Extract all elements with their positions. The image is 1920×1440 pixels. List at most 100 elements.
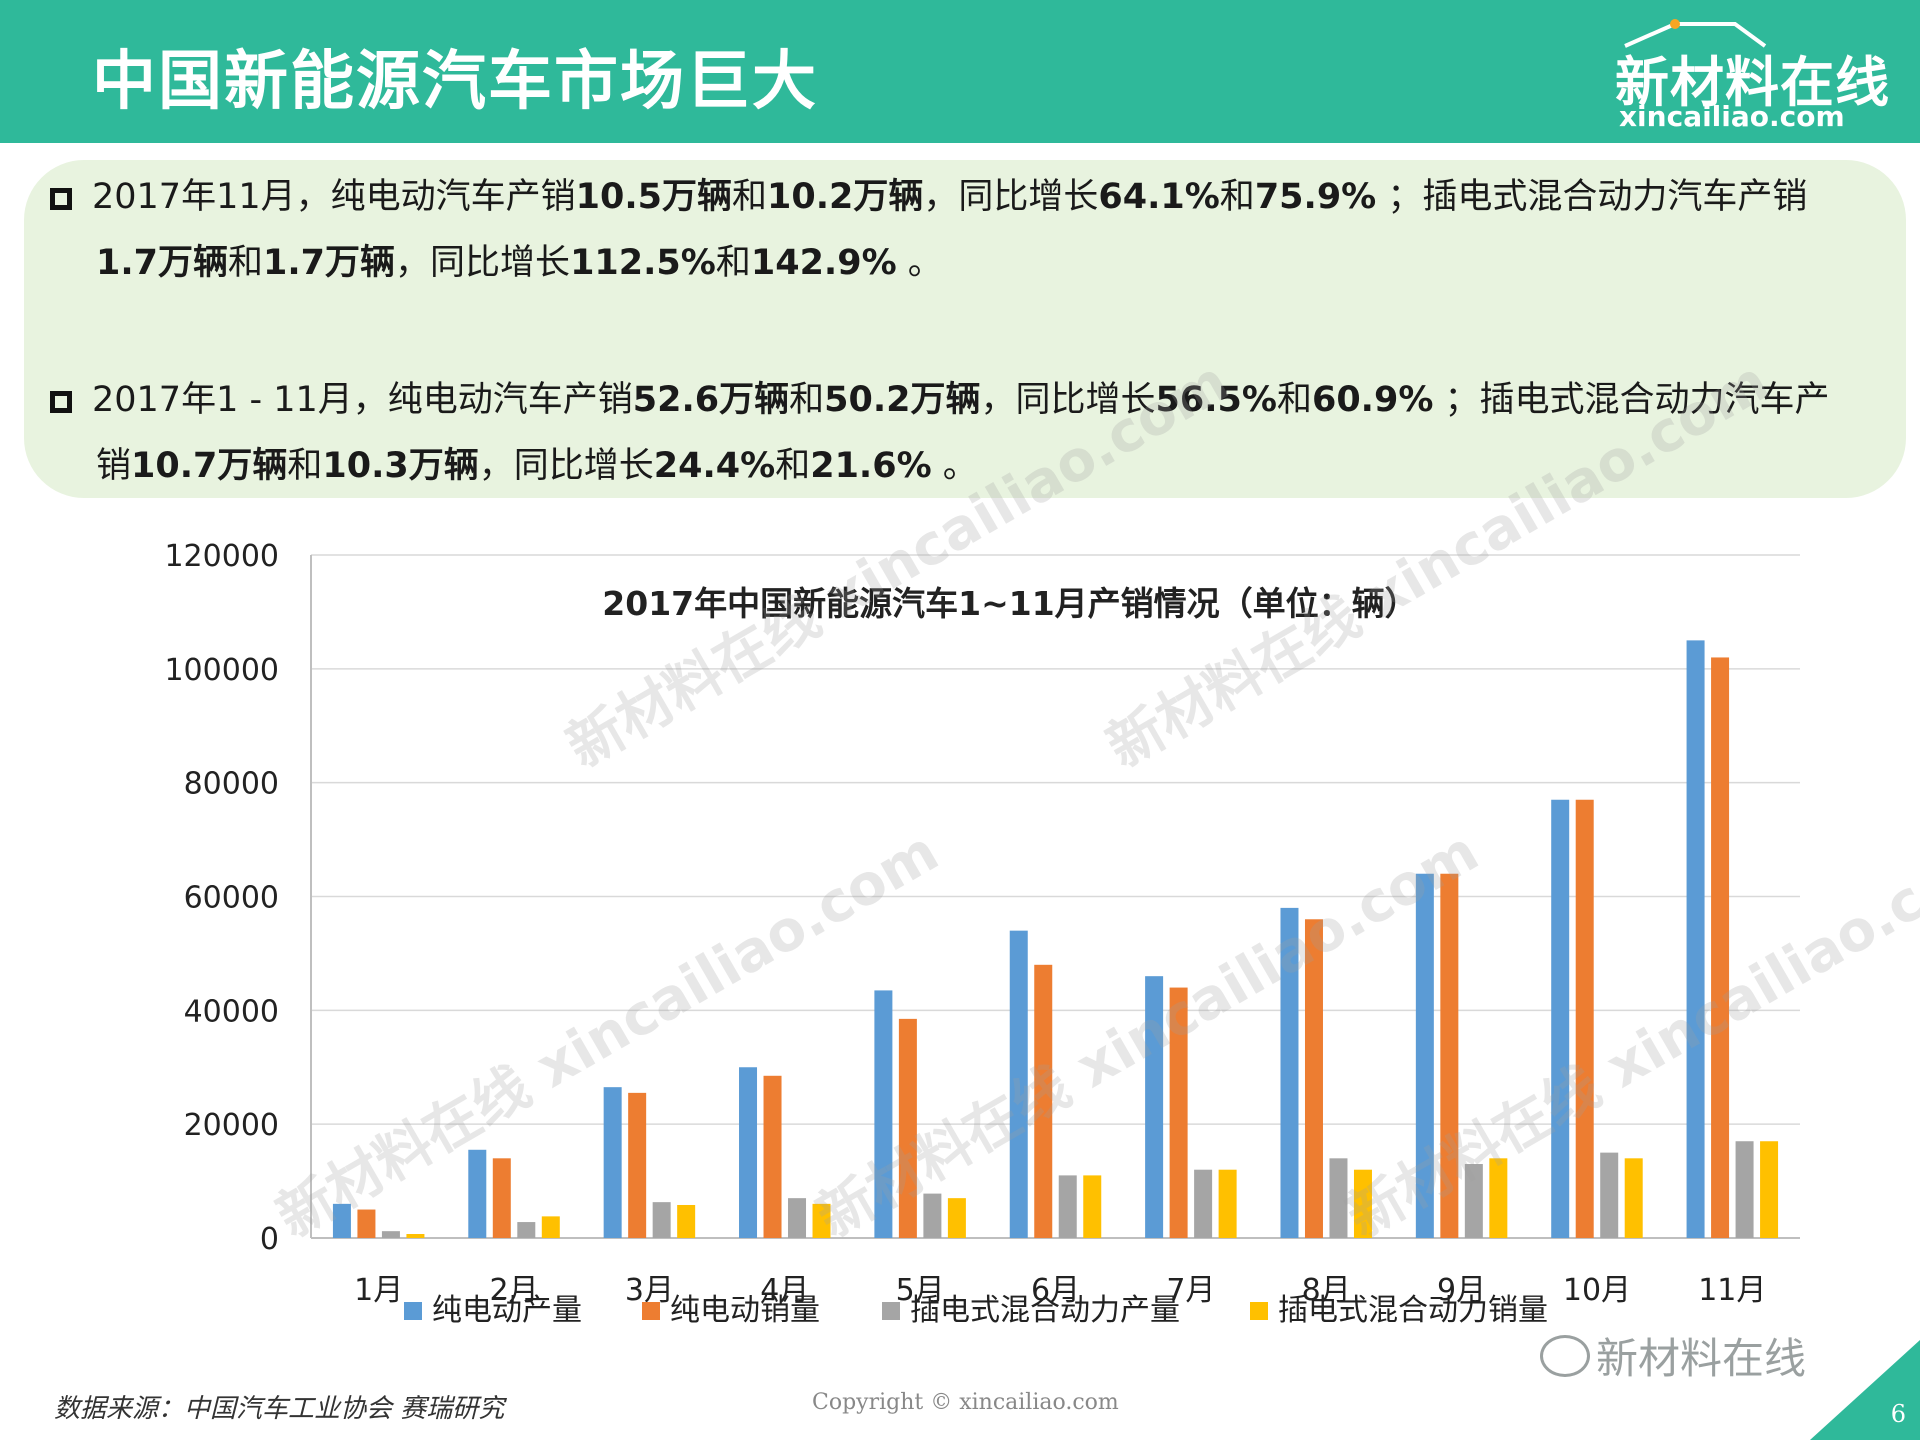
bar <box>1353 1169 1372 1238</box>
bullet-text-segment: 64.1% <box>1098 177 1220 217</box>
bullet-text-segment: 52.6万辆 <box>632 380 790 420</box>
x-tick-label: 4月 <box>760 1273 809 1308</box>
bar <box>1575 799 1594 1238</box>
bar <box>788 1198 807 1238</box>
x-tick-label: 9月 <box>1437 1273 1486 1308</box>
y-tick-label: 40000 <box>184 994 279 1029</box>
bullet-continuation: 1.7万辆和1.7万辆，同比增长112.5%和142.9% 。 <box>50 230 1900 296</box>
bar <box>763 1075 782 1238</box>
bar <box>1194 1169 1213 1238</box>
bullet-text-segment: ，同比增长 <box>980 380 1156 420</box>
bars <box>332 640 1779 1238</box>
bullet-text-segment: 销 <box>96 446 132 486</box>
bar <box>739 1067 758 1238</box>
bullet-line: 2017年11月，纯电动汽车产销10.5万辆和10.2万辆，同比增长64.1%和… <box>92 177 1807 217</box>
logo-text-en: xincailiao.com <box>1619 100 1845 133</box>
y-tick-label: 100000 <box>164 653 279 688</box>
bullet-text-segment: 10.5万辆 <box>575 177 732 217</box>
bullet-text-segment: 60.9% <box>1311 380 1434 420</box>
page-number: 6 <box>1890 1400 1906 1428</box>
bar <box>603 1087 622 1238</box>
bar <box>652 1202 671 1238</box>
y-axis-ticks: 0 20000 40000 60000 80000 100000 120000 <box>164 539 279 1257</box>
y-tick-label: 120000 <box>164 539 279 574</box>
bullet-text-segment: 和 <box>1276 380 1312 420</box>
bar <box>492 1158 511 1238</box>
bullet-text-segment: 1.7万辆 <box>263 243 396 283</box>
square-bullet-icon <box>50 188 72 210</box>
bullet-text-segment: 21.6% <box>810 446 932 486</box>
bar <box>1415 873 1434 1238</box>
bar <box>1058 1175 1077 1238</box>
bullet-text-segment: 和 <box>228 243 264 283</box>
bar <box>517 1222 536 1238</box>
legend-swatch <box>642 1302 660 1320</box>
bar <box>381 1231 400 1238</box>
bar <box>812 1203 831 1238</box>
bullet-text-segment: 和 <box>715 243 751 283</box>
bullet-text-segment: 1.7万辆 <box>96 243 229 283</box>
brand-logo: 新材料在线 xincailiao.com <box>1615 18 1889 133</box>
legend-swatch <box>882 1302 900 1320</box>
bar <box>468 1149 487 1238</box>
bar <box>541 1216 560 1238</box>
x-tick-label: 2月 <box>489 1273 538 1308</box>
bar <box>1218 1169 1237 1238</box>
y-tick-label: 0 <box>260 1222 279 1257</box>
bullet-text-segment: 和 <box>1219 177 1255 217</box>
bar <box>1009 930 1028 1238</box>
bullet-text-segment: 75.9% <box>1254 177 1377 217</box>
bar <box>1464 1164 1483 1238</box>
bullet-text-segment: 10.3万辆 <box>322 446 479 486</box>
bullet-point-1: 2017年11月，纯电动汽车产销10.5万辆和10.2万辆，同比增长64.1%和… <box>50 164 1900 296</box>
bullet-text-segment: 10.7万辆 <box>131 446 288 486</box>
page-title: 中国新能源汽车市场巨大 <box>92 45 818 119</box>
bullet-text-segment: 。 <box>931 446 978 486</box>
bar <box>1711 657 1730 1238</box>
header-bar: 中国新能源汽车市场巨大 新材料在线 xincailiao.com <box>0 0 1920 147</box>
bullet-text-segment: 和 <box>731 177 767 217</box>
bar <box>1280 907 1299 1238</box>
bar <box>1735 1141 1754 1238</box>
bar <box>1440 873 1459 1238</box>
bar <box>1145 976 1164 1238</box>
wechat-icon <box>1540 1335 1590 1377</box>
x-axis-ticks: 1月 2月 3月 4月 5月 6月 7月 8月 9月 10月 11月 <box>354 1273 1766 1308</box>
bullet-text-segment: 50.2万辆 <box>824 380 981 420</box>
legend-label: 纯电动销量 <box>670 1293 820 1328</box>
bullet-text-segment: ，同比增长 <box>395 243 571 283</box>
y-tick-label: 20000 <box>184 1108 279 1143</box>
bar <box>947 1198 966 1238</box>
bullet-continuation: 销10.7万辆和10.3万辆，同比增长24.4%和21.6% 。 <box>50 433 1900 499</box>
y-tick-label: 80000 <box>184 767 279 802</box>
bar <box>923 1193 942 1238</box>
square-bullet-icon <box>50 391 72 413</box>
bullet-text-segment: 10.2万辆 <box>766 177 924 217</box>
bullet-text-segment: 56.5% <box>1155 380 1277 420</box>
bullet-text-segment: 112.5% <box>570 243 716 283</box>
bar <box>628 1092 647 1238</box>
bar <box>1083 1175 1102 1238</box>
chart-title: 2017年中国新能源汽车1~11月产销情况（单位：辆） <box>602 584 1417 623</box>
x-tick-label: 11月 <box>1698 1273 1766 1308</box>
bullet-text-segment: 和 <box>287 446 323 486</box>
legend-swatch <box>404 1302 422 1320</box>
bullet-text-segment: 2017年1 - 11月，纯电动汽车产销 <box>92 380 633 420</box>
bullet-point-2: 2017年1 - 11月，纯电动汽车产销52.6万辆和50.2万辆，同比增长56… <box>50 367 1900 499</box>
x-tick-label: 7月 <box>1166 1273 1215 1308</box>
bar <box>1034 964 1053 1238</box>
bullet-text-segment: 24.4% <box>653 446 776 486</box>
bar <box>1489 1158 1508 1238</box>
bullet-text-segment: 。 <box>896 243 943 283</box>
bar <box>898 1018 917 1238</box>
bar <box>357 1209 376 1238</box>
y-tick-label: 60000 <box>184 881 279 916</box>
bar <box>1624 1158 1643 1238</box>
legend: 纯电动产量 纯电动销量 插电式混合动力产量 插电式混合动力销量 <box>404 1293 1548 1328</box>
bullet-text-segment: 和 <box>775 446 811 486</box>
bar <box>1686 640 1705 1238</box>
x-tick-label: 1月 <box>354 1273 403 1308</box>
x-tick-label: 8月 <box>1302 1273 1351 1308</box>
bar <box>1329 1158 1348 1238</box>
roof-icon <box>1624 19 1767 48</box>
